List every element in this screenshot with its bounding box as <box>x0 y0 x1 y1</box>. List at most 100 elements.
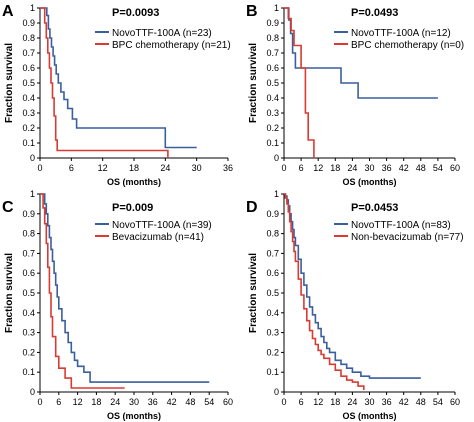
y-tick-label: 0.2 <box>22 123 35 133</box>
panel-c: C 0 0.1 0.2 0.3 0.4 0.5 0.6 0.7 0.8 0.9 1 0 6 12 18 24 30… <box>2 189 233 421</box>
x-tick-label: 30 <box>129 397 139 407</box>
y-tick-label: 1 <box>274 189 279 199</box>
y-axis-label: Fraction survival <box>4 253 15 333</box>
x-tick-label: 18 <box>129 163 139 173</box>
x-tick-label: 30 <box>364 163 374 173</box>
y-tick-label: 0.5 <box>22 78 35 88</box>
y-tick-label: 0.9 <box>22 209 35 219</box>
x-tick-label: 60 <box>450 163 460 173</box>
panel-d: D 0 0.1 0.2 0.3 0.4 0.5 0.6 0.7 0.8 0.9 1 0 6 12 18 24 30… <box>246 189 464 421</box>
y-tick-label: 1 <box>30 3 35 13</box>
x-tick-label: 18 <box>91 397 101 407</box>
survival-curve-control <box>40 193 125 389</box>
x-tick-label: 48 <box>416 397 426 407</box>
x-tick-label: 48 <box>185 397 195 407</box>
y-tick-label: 0.9 <box>22 18 35 28</box>
panel-letter: A <box>2 3 14 20</box>
y-axis-label: Fraction survival <box>248 253 259 333</box>
y-tick-label: 0 <box>274 153 279 163</box>
x-tick-label: 24 <box>160 163 170 173</box>
legend-entry: NovoTTF-100A (n=12) <box>351 28 451 39</box>
y-tick-label: 0.8 <box>22 33 35 43</box>
y-tick-label: 0.5 <box>266 78 279 88</box>
y-tick-label: 0.4 <box>22 308 35 318</box>
y-tick-label: 0.2 <box>266 123 279 133</box>
y-tick-label: 1 <box>274 3 279 13</box>
y-tick-label: 0.7 <box>266 48 279 58</box>
survival-curve-novottf <box>284 193 421 379</box>
x-tick-label: 24 <box>347 163 357 173</box>
y-tick-label: 0.2 <box>266 347 279 357</box>
legend-entry: Bevacizumab (n=41) <box>112 232 204 243</box>
y-tick-label: 0 <box>30 153 35 163</box>
y-tick-label: 0.9 <box>266 209 279 219</box>
survival-curve-control <box>40 7 169 158</box>
p-value-label: P=0.0093 <box>112 7 159 19</box>
y-tick-label: 0.6 <box>22 63 35 73</box>
y-tick-label: 0.6 <box>266 63 279 73</box>
y-tick-label: 0.3 <box>22 108 35 118</box>
y-tick-label: 0.1 <box>266 138 279 148</box>
x-tick-label: 18 <box>330 163 340 173</box>
x-tick-label: 0 <box>37 397 42 407</box>
p-value-label: P=0.0453 <box>351 202 398 214</box>
y-axis-label: Fraction survival <box>4 43 15 123</box>
y-tick-label: 0.4 <box>266 93 279 103</box>
legend-entry: NovoTTF-100A (n=23) <box>112 28 212 39</box>
x-tick-label: 6 <box>56 397 61 407</box>
y-tick-label: 0.5 <box>22 288 35 298</box>
panel-b: B 0 0.1 0.2 0.3 0.4 0.5 0.6 0.7 0.8 0.9 1 0 6 12 18 24 30… <box>246 3 464 187</box>
legend-entry: BPC chemotherapy (n=21) <box>112 40 231 51</box>
y-tick-label: 0.9 <box>266 18 279 28</box>
x-tick-label: 54 <box>433 397 443 407</box>
x-tick-label: 18 <box>330 397 340 407</box>
y-tick-label: 0.6 <box>266 268 279 278</box>
x-tick-label: 12 <box>73 397 83 407</box>
y-tick-label: 0.3 <box>266 108 279 118</box>
survival-curve-novottf <box>40 193 210 383</box>
y-tick-label: 0.1 <box>22 367 35 377</box>
y-tick-label: 0.7 <box>22 248 35 258</box>
x-tick-label: 48 <box>416 163 426 173</box>
x-tick-label: 36 <box>382 163 392 173</box>
x-tick-label: 30 <box>192 163 202 173</box>
y-tick-label: 0.7 <box>266 248 279 258</box>
p-value-label: P=0.009 <box>112 202 153 214</box>
y-tick-label: 0.8 <box>22 229 35 239</box>
legend-entry: NovoTTF-100A (n=83) <box>351 220 451 231</box>
survival-curve-novottf <box>284 7 438 99</box>
p-value-label: P=0.0493 <box>351 7 398 19</box>
survival-curve-novottf <box>40 7 197 149</box>
x-tick-label: 12 <box>313 397 323 407</box>
x-tick-label: 36 <box>223 163 233 173</box>
x-tick-label: 54 <box>433 163 443 173</box>
y-tick-label: 0 <box>274 387 279 397</box>
x-tick-label: 6 <box>299 163 304 173</box>
x-tick-label: 12 <box>313 163 323 173</box>
x-tick-label: 6 <box>299 397 304 407</box>
x-axis-label: OS (months) <box>343 177 397 187</box>
x-tick-label: 60 <box>223 397 233 407</box>
x-axis-label: OS (months) <box>107 177 161 187</box>
y-tick-label: 0.3 <box>266 328 279 338</box>
x-tick-label: 36 <box>382 397 392 407</box>
x-tick-label: 42 <box>167 397 177 407</box>
x-tick-label: 0 <box>281 397 286 407</box>
y-tick-label: 0.3 <box>22 328 35 338</box>
panel-letter: C <box>2 199 14 216</box>
legend-entry: Non-bevacizumab (n=77) <box>351 232 464 243</box>
panel-a: A 0 0.1 0.2 0.3 0.4 0.5 0.6 0.7 0.8 0.9 1 0 6 12 18 24 30… <box>2 3 233 187</box>
y-axis-label: Fraction survival <box>248 43 259 123</box>
x-tick-label: 0 <box>37 163 42 173</box>
x-tick-label: 42 <box>399 397 409 407</box>
legend-entry: NovoTTF-100A (n=39) <box>112 220 212 231</box>
x-tick-label: 42 <box>399 163 409 173</box>
x-tick-label: 6 <box>69 163 74 173</box>
x-tick-label: 12 <box>98 163 108 173</box>
x-tick-label: 54 <box>204 397 214 407</box>
y-tick-label: 0.5 <box>266 288 279 298</box>
y-tick-label: 1 <box>30 189 35 199</box>
y-tick-label: 0.2 <box>22 347 35 357</box>
y-tick-label: 0 <box>30 387 35 397</box>
